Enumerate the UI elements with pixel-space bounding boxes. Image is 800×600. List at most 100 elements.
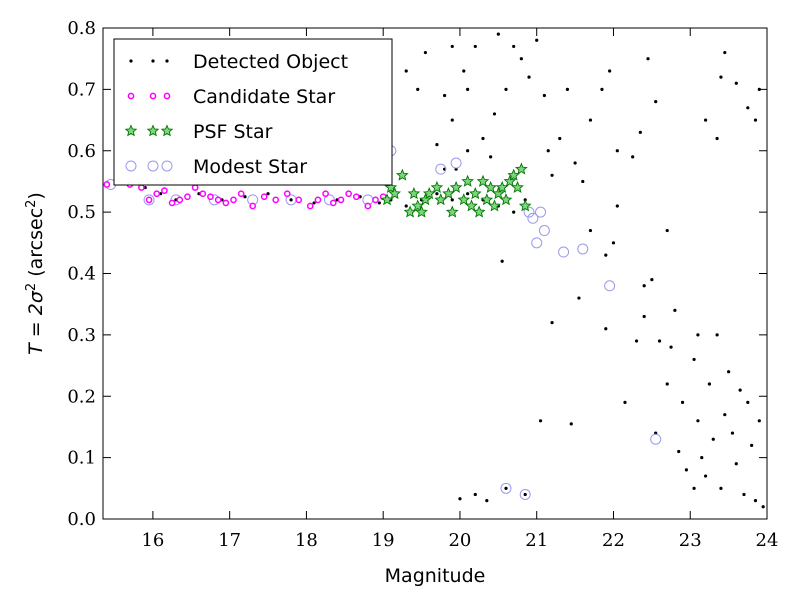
detected-object-point [703, 118, 708, 122]
candidate-star-point [222, 199, 230, 207]
detected-object-point [496, 32, 500, 36]
y-tick-label: 0.6 [67, 141, 96, 162]
detected-object-point [750, 443, 754, 447]
detected-object-point [569, 422, 573, 426]
x-tick-label: 20 [448, 530, 471, 551]
detected-object-point [404, 69, 408, 73]
detected-object-point [757, 419, 761, 423]
y-tick-label: 0.1 [67, 448, 96, 469]
candidate-star-point [283, 190, 291, 198]
detected-object-point [723, 413, 727, 417]
y-axis-label-sup: 2 [24, 283, 39, 291]
candidate-star-point [184, 193, 191, 201]
x-tick-label: 22 [602, 530, 625, 551]
candidate-star-point [176, 196, 184, 204]
candidate-star-point [138, 184, 145, 191]
psf-star-marks [380, 162, 532, 218]
modest-star-point [531, 237, 543, 249]
legend-marker-modest-star [147, 160, 159, 172]
legend-label-psf-star: PSF Star [193, 121, 273, 143]
candidate-star-point [345, 190, 352, 198]
psf-star-point [380, 193, 394, 206]
detected-object-point [604, 327, 608, 331]
detected-object-point [404, 204, 408, 208]
candidate-star-point [322, 190, 329, 198]
legend-marker-detected-object [129, 59, 133, 63]
y-tick-label: 0.8 [67, 18, 96, 39]
detected-object-point [416, 87, 420, 91]
detected-object-point [462, 69, 466, 73]
candidate-star-marks [103, 178, 387, 210]
detected-object-point [442, 93, 447, 98]
candidate-star-point [168, 199, 176, 207]
psf-star-point [476, 174, 490, 187]
modest-star-point [450, 157, 462, 169]
detected-object-point [734, 81, 738, 85]
psf-star-point [507, 168, 521, 181]
legend-marker-candidate-star [127, 92, 135, 100]
psf-star-point [461, 174, 475, 187]
detected-object-point [711, 437, 715, 441]
candidate-star-point [352, 193, 360, 201]
detected-object-point [623, 400, 627, 404]
detected-object-point [542, 93, 546, 98]
detected-object-point [703, 474, 708, 478]
detected-object-point [500, 259, 504, 263]
y-tick-label: 0.5 [67, 202, 96, 223]
modest-star-point [538, 225, 550, 237]
candidate-star-point [337, 196, 345, 204]
detected-object-point [588, 118, 593, 122]
detected-object-point [742, 492, 746, 497]
psf-star-point [442, 187, 455, 200]
psf-star-point [430, 180, 444, 193]
detected-object-point [565, 87, 570, 91]
detected-object-point [466, 192, 470, 196]
candidate-star-point [199, 190, 207, 198]
detected-object-point [527, 75, 531, 79]
detected-object-point [473, 44, 477, 49]
detected-object-point [519, 57, 523, 61]
detected-object-point [435, 143, 439, 147]
detected-object-point [642, 314, 646, 319]
candidate-star-point [306, 202, 314, 210]
detected-object-point [715, 333, 719, 337]
detected-object-point [746, 106, 750, 110]
modest-star-point [535, 206, 547, 218]
detected-object-point [730, 431, 735, 435]
psf-star-point [484, 180, 498, 193]
detected-object-point [677, 449, 681, 454]
x-tick-label: 16 [141, 530, 164, 551]
modest-star-point [523, 206, 535, 218]
detected-object-point [450, 198, 454, 202]
x-tick-label: 18 [295, 530, 318, 551]
detected-object-point [746, 400, 750, 404]
detected-object-point [719, 75, 723, 79]
y-axis-label: T = 2σ2 (arcsec2) [24, 192, 48, 355]
candidate-star-point [372, 196, 379, 204]
x-axis-ticks: 16 17 18 19 20 21 22 23 24 [141, 28, 778, 551]
legend-label-candidate-star: Candidate Star [193, 86, 335, 108]
x-tick-label: 24 [756, 530, 779, 551]
detected-object-point [665, 382, 669, 386]
psf-star-point [465, 199, 478, 212]
detected-object-point [535, 38, 539, 42]
legend-marker-detected-object [151, 59, 155, 63]
candidate-star-point [145, 196, 153, 204]
detected-object-point [243, 195, 247, 199]
legend-box [113, 38, 393, 186]
modest-star-point [650, 433, 662, 445]
detected-object-point [604, 253, 608, 257]
detected-object-marks [105, 32, 765, 509]
detected-object-point [485, 498, 489, 503]
psf-star-point [514, 162, 528, 175]
y-tick-label: 0.3 [67, 325, 96, 346]
candidate-star-point [237, 190, 245, 198]
y-axis-label-paren-close: ) [25, 192, 47, 199]
candidate-star-point [260, 193, 268, 201]
detected-object-point [458, 497, 462, 501]
y-axis-ticks: 0.0 0.1 0.2 0.3 0.4 0.5 0.6 0.7 0.8 [67, 18, 767, 530]
candidate-star-point [329, 199, 337, 207]
detected-object-point [611, 241, 616, 245]
detected-object-point [615, 204, 619, 208]
detected-object-point [550, 321, 554, 325]
